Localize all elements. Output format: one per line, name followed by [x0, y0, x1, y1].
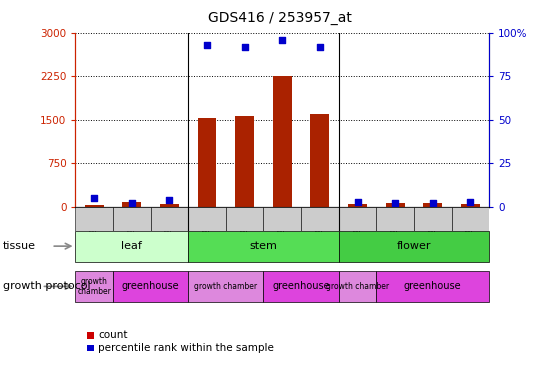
Bar [310, 114, 329, 207]
Bar [414, 207, 452, 231]
Bar [122, 202, 141, 207]
Text: flower: flower [397, 241, 431, 251]
Bar [273, 76, 292, 207]
Bar [188, 231, 339, 262]
Bar [160, 205, 179, 207]
Bar [339, 207, 376, 231]
Bar [113, 207, 151, 231]
Bar [235, 116, 254, 207]
Bar [151, 207, 188, 231]
Point [240, 44, 249, 50]
Bar [113, 271, 188, 302]
Bar [75, 207, 113, 231]
Bar [461, 204, 480, 207]
Text: growth chamber: growth chamber [326, 282, 389, 291]
Text: growth
chamber: growth chamber [77, 277, 111, 296]
Bar [188, 271, 263, 302]
Point [165, 197, 174, 203]
Text: leaf: leaf [121, 241, 143, 251]
Bar [452, 207, 489, 231]
Bar [376, 271, 489, 302]
Point [278, 37, 287, 43]
Bar [339, 231, 489, 262]
Bar [75, 271, 113, 302]
Text: tissue: tissue [3, 241, 36, 251]
Bar [423, 203, 442, 207]
Bar [188, 207, 226, 231]
Text: greenhouse: greenhouse [272, 281, 330, 291]
Text: greenhouse: greenhouse [122, 281, 179, 291]
Bar [263, 271, 339, 302]
Point [353, 199, 362, 205]
Text: stem: stem [249, 241, 277, 251]
Bar [386, 203, 405, 207]
Text: percentile rank within the sample: percentile rank within the sample [98, 343, 274, 353]
Bar [376, 207, 414, 231]
Point [466, 199, 475, 205]
Text: GDS416 / 253957_at: GDS416 / 253957_at [207, 11, 352, 25]
Point [127, 201, 136, 206]
Bar [348, 204, 367, 207]
Bar [263, 207, 301, 231]
Text: greenhouse: greenhouse [404, 281, 462, 291]
Text: growth chamber: growth chamber [195, 282, 258, 291]
Point [90, 195, 99, 201]
Point [315, 44, 324, 50]
Bar [85, 205, 103, 207]
Bar [198, 118, 216, 207]
Text: count: count [98, 330, 128, 340]
Point [391, 201, 400, 206]
Bar [339, 271, 376, 302]
Point [428, 201, 437, 206]
Text: growth protocol: growth protocol [3, 281, 91, 291]
Bar [75, 231, 188, 262]
Point [202, 42, 211, 48]
Bar [226, 207, 263, 231]
Bar [301, 207, 339, 231]
